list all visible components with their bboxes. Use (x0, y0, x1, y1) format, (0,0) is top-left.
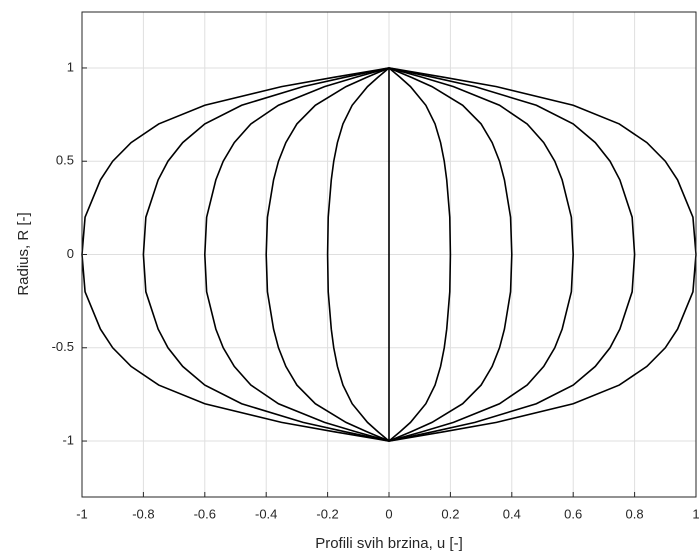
x-tick-label: -0.4 (255, 506, 277, 521)
profile-line (326, 67, 390, 442)
ticks: -1 -0.8 -0.6 -0.4 -0.2 0 0.2 0.4 0.6 0.8 1 -1 -0.5 0 0… (52, 59, 700, 521)
y-tick-label: 0.5 (56, 153, 74, 168)
x-tick-label: -1 (76, 506, 88, 521)
x-axis-label: Profili svih brzina, u [-] (315, 535, 463, 552)
profile-line (265, 67, 390, 442)
profile-line (142, 67, 390, 442)
y-tick-label: 1 (67, 59, 74, 74)
y-tick-label: 0 (67, 246, 74, 261)
x-tick-label: -0.8 (132, 506, 154, 521)
profile-line (388, 67, 513, 442)
x-tick-label: 0 (385, 506, 392, 521)
x-tick-label: 1 (692, 506, 699, 521)
y-tick-label: -1 (62, 432, 74, 447)
x-tick-label: 0.8 (626, 506, 644, 521)
profile-line (388, 67, 636, 442)
profile-line (388, 67, 575, 442)
x-tick-label: -0.2 (316, 506, 338, 521)
x-tick-label: 0.6 (564, 506, 582, 521)
x-tick-label: 0.2 (441, 506, 459, 521)
y-tick-label: -0.5 (52, 339, 74, 354)
profile-line (203, 67, 390, 442)
profile-line (388, 67, 452, 442)
y-axis-label: Radius, R [-] (15, 212, 32, 295)
x-tick-label: -0.6 (194, 506, 216, 521)
x-tick-label: 0.4 (503, 506, 521, 521)
